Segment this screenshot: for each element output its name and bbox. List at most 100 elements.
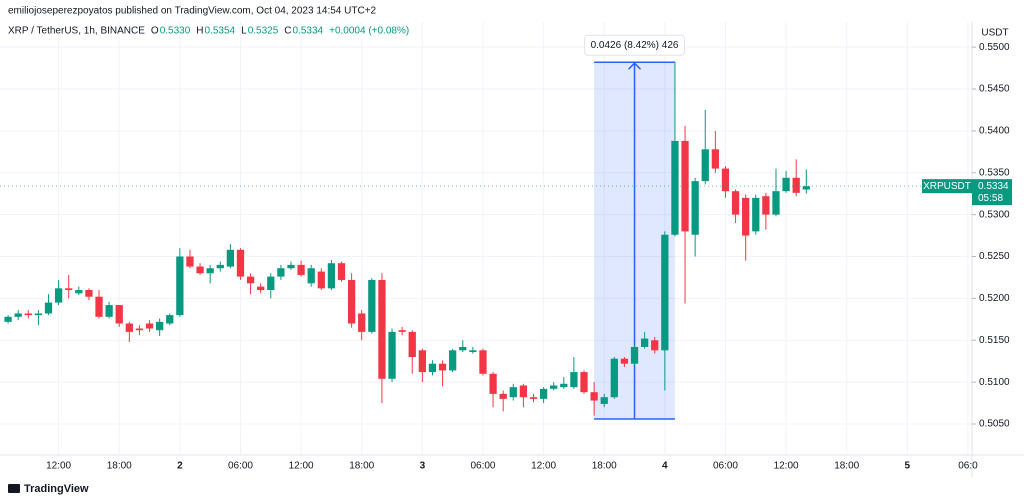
candle-body bbox=[600, 397, 608, 404]
symbol-tag-label: XRPUSDT bbox=[923, 181, 971, 192]
candle-body bbox=[681, 140, 689, 232]
legend-key: H bbox=[196, 26, 203, 37]
logo: TradingView bbox=[8, 483, 89, 495]
candle-body bbox=[257, 286, 265, 291]
candle-body bbox=[317, 271, 325, 289]
candle-body bbox=[731, 191, 740, 215]
candle-body bbox=[509, 387, 517, 398]
y-tick-label: 0.5500 bbox=[979, 42, 1010, 53]
candle-body bbox=[701, 149, 709, 182]
candle-body bbox=[75, 290, 83, 294]
legend-key: O bbox=[151, 26, 159, 37]
candle-body bbox=[469, 350, 477, 352]
candle-body bbox=[479, 350, 487, 374]
candle-body bbox=[539, 388, 548, 399]
candle-body bbox=[85, 290, 93, 297]
candle-body bbox=[226, 249, 235, 267]
legend-value: 0.5354 bbox=[205, 26, 236, 37]
candle-body bbox=[762, 196, 770, 215]
x-tick-label: 06:00 bbox=[228, 461, 253, 472]
candle-body bbox=[347, 279, 356, 324]
candle-body bbox=[44, 302, 53, 314]
candle-body bbox=[661, 234, 669, 351]
candle-body bbox=[772, 191, 780, 215]
y-tick-label: 0.5350 bbox=[979, 167, 1010, 178]
candle-body bbox=[307, 268, 315, 284]
y-tick-label: 0.5200 bbox=[979, 293, 1010, 304]
candle-body bbox=[449, 350, 457, 371]
candle-body bbox=[590, 392, 598, 401]
candle-body bbox=[156, 321, 164, 331]
y-tick-label: 0.5450 bbox=[979, 84, 1010, 95]
candle-body bbox=[166, 315, 174, 324]
candle-body bbox=[4, 316, 12, 322]
legend-change: +0.0004 (+0.08%) bbox=[329, 26, 409, 37]
x-tick-label: 18:00 bbox=[834, 461, 859, 472]
candle-body bbox=[499, 393, 507, 399]
logo-icon bbox=[8, 484, 20, 493]
y-tick-label: 0.5400 bbox=[979, 126, 1010, 137]
candle-body bbox=[297, 264, 305, 275]
candle-body bbox=[580, 372, 588, 393]
price-tag bbox=[972, 179, 1012, 206]
candle-body bbox=[14, 313, 22, 317]
candle-body bbox=[24, 313, 32, 316]
candle-body bbox=[145, 323, 154, 329]
x-tick-label: 12:00 bbox=[289, 461, 314, 472]
candle-body bbox=[782, 177, 790, 192]
candle-body bbox=[388, 331, 396, 379]
x-tick-label: 2 bbox=[177, 461, 183, 472]
currency-label: USDT bbox=[981, 28, 1008, 39]
x-tick-label: 18:00 bbox=[349, 461, 374, 472]
x-tick-label: 18:00 bbox=[107, 461, 132, 472]
symbol-tag bbox=[922, 179, 972, 194]
candle-body bbox=[398, 330, 406, 332]
candle-body bbox=[115, 305, 123, 324]
candle-body bbox=[378, 279, 386, 379]
candle-body bbox=[287, 264, 295, 269]
candle-body bbox=[186, 256, 194, 267]
candle-body bbox=[610, 358, 618, 398]
x-tick-label: 5 bbox=[905, 461, 911, 472]
candle-body bbox=[358, 313, 366, 332]
candle-body bbox=[125, 323, 133, 332]
candle-body bbox=[519, 385, 528, 398]
candle-body bbox=[135, 328, 144, 331]
y-tick-label: 0.5300 bbox=[979, 209, 1010, 220]
logo-text: TradingView bbox=[24, 483, 89, 495]
candle-body bbox=[459, 346, 467, 351]
publisher-line: emiliojoseperezpoyatos published on Trad… bbox=[8, 6, 377, 17]
x-tick-label: 06:0 bbox=[958, 461, 978, 472]
measure-label: 0.0426 (8.42%) 426 bbox=[591, 40, 679, 51]
candle-body bbox=[216, 264, 224, 269]
x-tick-label: 4 bbox=[662, 461, 668, 472]
legend-symbol: XRP / TetherUS, 1h, BINANCE bbox=[8, 26, 145, 37]
legend-key: L bbox=[241, 26, 247, 37]
x-tick-label: 06:00 bbox=[713, 461, 738, 472]
countdown-label: 05:58 bbox=[978, 193, 1003, 204]
candle-body bbox=[691, 181, 699, 235]
candle-body bbox=[489, 373, 497, 394]
legend-value: 0.5334 bbox=[293, 26, 324, 37]
candle-body bbox=[560, 383, 568, 388]
candle-body bbox=[529, 397, 538, 399]
candle-body bbox=[651, 340, 659, 351]
candle-body bbox=[640, 338, 649, 347]
measure-arrowhead bbox=[627, 62, 642, 70]
grid bbox=[0, 22, 972, 455]
candle-body bbox=[418, 350, 426, 373]
candle-body bbox=[236, 249, 245, 277]
x-tick-label: 12:00 bbox=[774, 461, 799, 472]
y-tick-label: 0.5100 bbox=[979, 377, 1010, 388]
candle-body bbox=[206, 268, 214, 274]
price-tag-label: 0.5334 bbox=[978, 181, 1009, 192]
candle-body bbox=[792, 177, 800, 193]
candle-body bbox=[65, 288, 73, 291]
x-tick-label: 3 bbox=[420, 461, 426, 472]
candle-body bbox=[711, 149, 719, 169]
candle-body bbox=[630, 346, 639, 364]
legend-value: 0.5325 bbox=[248, 26, 279, 37]
candle-body bbox=[337, 263, 346, 280]
x-tick-label: 12:00 bbox=[531, 461, 556, 472]
